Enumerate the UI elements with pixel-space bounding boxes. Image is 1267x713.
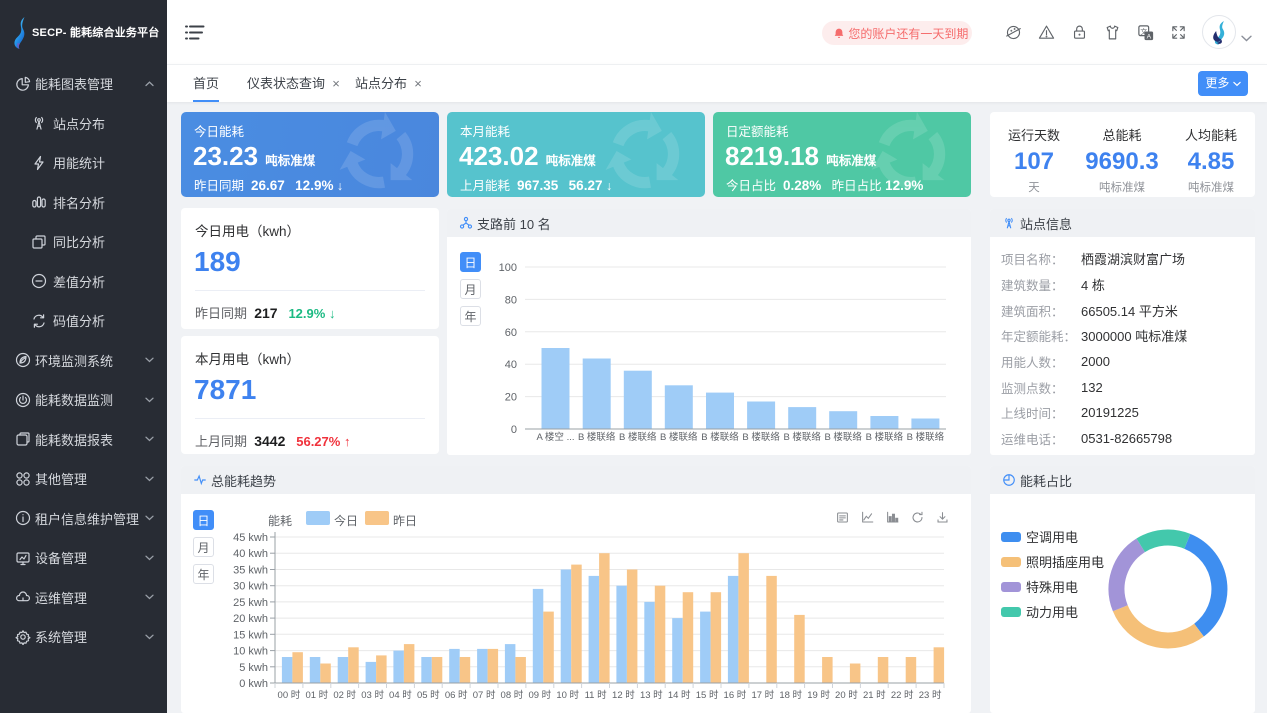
svg-text:B 楼联络: B 楼联络 xyxy=(907,431,945,443)
svg-text:A: A xyxy=(1147,34,1152,41)
svg-text:40: 40 xyxy=(505,359,517,371)
svg-text:0: 0 xyxy=(511,424,517,436)
svg-text:00 时: 00 时 xyxy=(278,689,301,701)
svg-text:B 楼联络: B 楼联络 xyxy=(783,431,821,443)
svg-text:22 时: 22 时 xyxy=(891,689,914,701)
svg-text:19 时: 19 时 xyxy=(807,689,830,701)
svg-text:35 kwh: 35 kwh xyxy=(233,565,268,577)
svg-text:23 时: 23 时 xyxy=(919,689,942,701)
svg-text:05 时: 05 时 xyxy=(417,689,440,701)
svg-text:30 kwh: 30 kwh xyxy=(233,581,268,593)
svg-text:09 时: 09 时 xyxy=(528,689,551,701)
svg-text:60: 60 xyxy=(505,327,517,339)
svg-text:B 楼联络: B 楼联络 xyxy=(660,431,698,443)
svg-text:B 楼联络: B 楼联络 xyxy=(824,431,862,443)
svg-text:07 时: 07 时 xyxy=(473,689,496,701)
svg-text:20: 20 xyxy=(505,392,517,404)
svg-text:16 时: 16 时 xyxy=(724,689,747,701)
svg-text:21 时: 21 时 xyxy=(863,689,886,701)
svg-text:B 楼联络: B 楼联络 xyxy=(742,431,780,443)
svg-text:04 时: 04 时 xyxy=(389,689,412,701)
svg-text:18 时: 18 时 xyxy=(779,689,802,701)
svg-text:A 楼空 ...: A 楼空 ... xyxy=(536,431,574,443)
svg-text:13 时: 13 时 xyxy=(640,689,663,701)
svg-text:B 楼联络: B 楼联络 xyxy=(619,431,657,443)
svg-text:03 时: 03 时 xyxy=(361,689,384,701)
svg-text:45 kwh: 45 kwh xyxy=(233,532,268,544)
svg-text:01 时: 01 时 xyxy=(305,689,328,701)
svg-text:11 时: 11 时 xyxy=(585,689,608,701)
svg-text:06 时: 06 时 xyxy=(445,689,468,701)
svg-text:17 时: 17 时 xyxy=(751,689,774,701)
svg-text:25 kwh: 25 kwh xyxy=(233,597,268,609)
svg-text:02 时: 02 时 xyxy=(333,689,356,701)
svg-text:10 kwh: 10 kwh xyxy=(233,646,268,658)
svg-text:B 楼联络: B 楼联络 xyxy=(701,431,739,443)
svg-text:100: 100 xyxy=(499,262,517,274)
svg-text:B 楼联络: B 楼联络 xyxy=(866,431,904,443)
svg-text:5 kwh: 5 kwh xyxy=(239,662,268,674)
svg-text:08 时: 08 时 xyxy=(501,689,524,701)
svg-text:0 kwh: 0 kwh xyxy=(239,678,268,690)
svg-text:文: 文 xyxy=(1140,27,1147,36)
svg-text:40 kwh: 40 kwh xyxy=(233,548,268,560)
svg-text:15 kwh: 15 kwh xyxy=(233,629,268,641)
svg-text:20 kwh: 20 kwh xyxy=(233,613,268,625)
svg-text:20 时: 20 时 xyxy=(835,689,858,701)
svg-text:15 时: 15 时 xyxy=(696,689,719,701)
svg-text:14 时: 14 时 xyxy=(668,689,691,701)
svg-text:10 时: 10 时 xyxy=(556,689,579,701)
svg-text:B 楼联络: B 楼联络 xyxy=(578,431,616,443)
svg-text:12 时: 12 时 xyxy=(612,689,635,701)
svg-text:80: 80 xyxy=(505,294,517,306)
